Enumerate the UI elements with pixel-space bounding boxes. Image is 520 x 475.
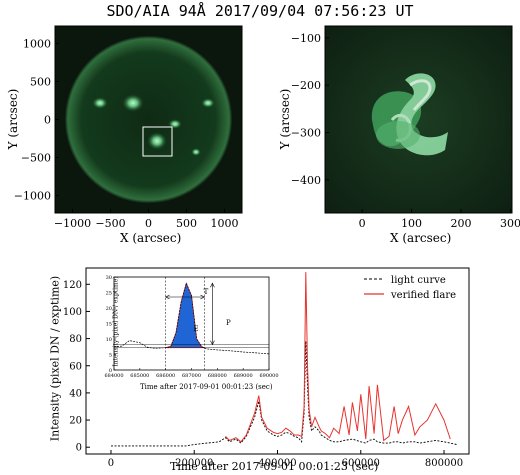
inset-y-tick-label: 0	[109, 368, 112, 374]
inset-y-tick-label: 15	[106, 322, 112, 328]
inset-y-axis-label: Intensity (pixel DN / exptime)	[112, 276, 120, 367]
inset-y-tick-label: 10	[106, 337, 112, 343]
right-y-axis-label: Y (arcsec)	[278, 88, 292, 150]
inset-annotation-e: E	[193, 325, 198, 333]
main-x-tick-label: 600000	[342, 458, 380, 469]
right-image-x-tick-label: 0	[359, 217, 366, 230]
main-y-tick-label: 80	[69, 334, 82, 345]
left-x-axis-label: X (arcsec)	[120, 231, 182, 245]
right-image-y-tick-label: −200	[291, 79, 321, 92]
zoom-box	[142, 126, 173, 157]
right-image-x-tick-label: 200	[451, 217, 472, 230]
left-image-y-tick-label: −500	[21, 152, 51, 165]
main-y-tick-label: 100	[63, 307, 82, 318]
inset-arrow-head	[200, 294, 206, 300]
main-x-tick-label: 400000	[258, 458, 296, 469]
right-image-x-tick-label: 300	[500, 217, 520, 230]
right-image-x-tick-label: 100	[401, 217, 422, 230]
left-image-x-tick-label: −1000	[54, 217, 91, 230]
legend-label-verified-flare: verified flare	[390, 290, 456, 301]
left-image-x-tick-label: 1000	[211, 217, 239, 230]
flare-loop	[409, 79, 432, 111]
full-disk-image	[54, 25, 243, 214]
inset-y-tick-label: 20	[106, 306, 112, 312]
inset-x-tick-label: 685000	[130, 373, 149, 379]
right-image-y-tick-label: −100	[291, 32, 321, 45]
left-image-y-tick-label: 0	[44, 114, 51, 127]
flare-loop	[376, 121, 420, 149]
active-region	[122, 94, 144, 112]
inset-chart: 684000 685000 686000 687000 688000 689000 6900…	[104, 275, 278, 379]
left-y-axis-label: Y (arcsec)	[6, 88, 20, 150]
inset-x-tick-label: 687000	[182, 373, 201, 379]
light-curve-chart: 0 200000 400000 600000 800000020406080100120…	[63, 267, 470, 469]
main-x-axis-label: Time after 2017-09-01 00:01:23 (sec)	[170, 460, 379, 473]
main-y-tick-label: 0	[76, 443, 82, 454]
inset-x-tick-label: 689000	[234, 373, 253, 379]
left-image-x-tick-label: −500	[95, 217, 125, 230]
inset-x-axis-label: Time after 2017-09-01 00:01:23 (sec)	[140, 383, 273, 391]
inset-arrow-head	[210, 282, 215, 288]
left-image-x-tick-label: 0	[145, 217, 152, 230]
inset-annotation-p: P	[226, 319, 231, 327]
main-y-tick-label: 40	[69, 388, 82, 399]
main-y-tick-label: 60	[69, 361, 82, 372]
left-image-y-tick-label: 500	[30, 75, 51, 88]
main-x-tick-label: 800000	[425, 458, 463, 469]
main-y-tick-label: 20	[69, 416, 82, 427]
inset-arrow-head	[164, 294, 170, 300]
left-image-y-tick-label: −1000	[14, 190, 51, 203]
inset-y-tick-label: 5	[109, 353, 112, 359]
inset-x-tick-label: 684000	[104, 373, 123, 379]
main-x-tick-label: 0	[108, 458, 114, 469]
series-line-verified-flare	[225, 272, 451, 443]
inset-x-tick-label: 686000	[156, 373, 175, 379]
solar-disk	[64, 35, 233, 204]
inset-arrow-head	[210, 340, 215, 346]
main-y-axis-label: Intensity (pixel DN / exptime)	[48, 275, 62, 442]
inset-y-tick-label: 25	[106, 291, 112, 297]
main-x-tick-label: 200000	[175, 458, 213, 469]
active-region	[92, 97, 108, 109]
inset-y-tick-label: 30	[106, 275, 112, 281]
inset-light-curve	[113, 282, 270, 355]
right-image-y-tick-label: −400	[291, 174, 321, 187]
flare-region	[147, 132, 167, 150]
active-region	[201, 98, 215, 108]
right-x-axis-label: X (arcsec)	[390, 231, 452, 245]
main-y-tick-label: 120	[63, 280, 82, 291]
legend-label-light-curve: light curve	[391, 275, 446, 286]
zoom-image	[324, 25, 513, 214]
active-region	[191, 148, 201, 156]
left-image-x-tick-label: 500	[176, 217, 197, 230]
left-image-y-tick-label: 1000	[23, 37, 51, 50]
right-image-y-tick-label: −300	[291, 127, 321, 140]
figure-title: SDO/AIA 94Å 2017/09/04 07:56:23 UT	[106, 2, 414, 20]
inset-x-tick-label: 688000	[208, 373, 227, 379]
inset-annotation-t: T	[204, 288, 209, 296]
inset-x-tick-label: 690000	[259, 373, 278, 379]
series-line-light-curve	[111, 341, 457, 447]
